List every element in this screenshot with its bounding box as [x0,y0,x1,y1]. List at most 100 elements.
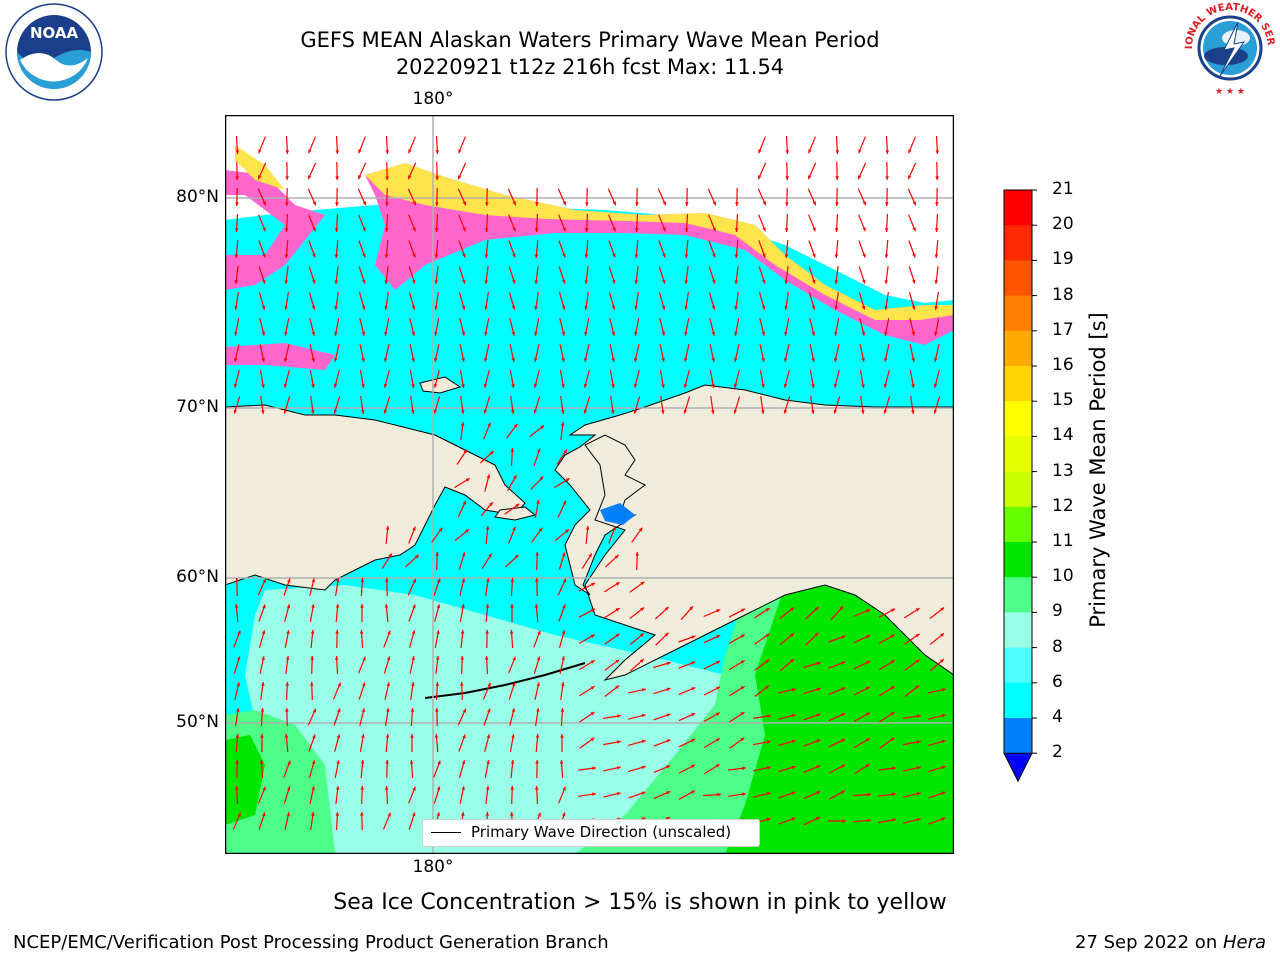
wave-arrow-head [691,764,695,769]
wave-arrow-head [412,526,416,531]
wave-arrow-head [458,149,462,154]
wave-arrow-head [362,682,366,687]
wave-arrow-head [892,818,896,822]
wave-arrow-head [411,682,415,686]
wave-arrow-head [562,604,566,609]
wave-arrow-head [835,202,839,206]
wave-arrow-head [583,409,588,414]
wave-arrow-head [484,306,488,310]
wave-arrow-head [460,422,465,426]
wave-arrow-head [284,332,288,336]
wave-arrow-head [666,661,671,666]
wave-arrow-head [685,202,689,206]
wave-arrow-head [486,474,491,479]
wave-arrow-head [861,384,865,388]
wave-arrow-head [360,578,365,582]
wave-arrow-head [890,660,895,664]
wave-arrow-head [884,228,889,232]
colorbar-segment [1004,577,1032,613]
wave-arrow-head [234,786,239,790]
wave-arrow-head [617,740,621,744]
wave-arrow-head [784,332,788,336]
wave-arrow-head [261,384,265,388]
wave-arrow-head [261,656,265,661]
wave-arrow-head [611,331,616,336]
wave-arrow-head [385,150,390,154]
wave-arrow-head [511,734,515,738]
wave-arrow-head [535,734,540,738]
wave-arrow-head [412,604,416,609]
wave-arrow-head [412,786,416,791]
wave-arrow-head [311,760,316,765]
wave-arrow-head [884,357,888,362]
wave-arrow-head [311,578,316,583]
wave-arrow-head [611,384,615,388]
wave-period-8-9s [245,585,745,854]
wave-arrow-head [284,357,288,362]
wave-arrow-head [717,792,721,797]
wave-arrow-head [436,812,440,817]
wave-arrow-head [561,384,565,388]
wave-arrow-head [584,357,588,362]
wave-arrow-head [433,383,438,388]
colorbar-tick-label: 18 [1052,284,1074,305]
colorbar-tick-label: 17 [1052,319,1074,340]
wave-arrow-head [360,812,364,816]
wave-arrow-head [485,786,490,790]
wave-arrow-head [662,279,666,284]
colorbar-under-arrow [1003,752,1033,783]
wave-arrow-head [333,409,338,414]
wave-arrow-head [633,383,638,388]
wave-arrow-head [535,760,539,764]
wave-arrow-head [884,306,888,310]
wave-arrow-head [711,305,716,310]
wave-arrow-head [783,383,788,388]
colorbar-segment [1004,682,1032,719]
wave-arrow-head [915,659,920,664]
wave-arrow-head [461,604,465,608]
wave-arrow-head [514,554,519,559]
wave-arrow-head [740,686,745,690]
wave-period-map [224,114,955,855]
legend-line-swatch [431,832,461,833]
wave-arrow-head [537,812,541,817]
wave-arrow-head [513,423,518,428]
wave-arrow-head [358,149,362,154]
wave-arrow-head [635,552,639,556]
wave-arrow-head [633,409,638,414]
wave-arrow-head [811,410,815,414]
wave-arrow-head [616,792,621,796]
wave-arrow-head [515,503,520,508]
wave-arrow-head [841,739,846,743]
wave-arrow-head [461,552,466,557]
wave-arrow-head [283,383,288,388]
wave-arrow-head [335,812,340,816]
nws-logo: NATIONAL WEATHER SERVICE ★ ★ ★ [1176,0,1280,100]
colorbar-tick-label: 14 [1052,425,1074,446]
colorbar-tick-label: 11 [1052,531,1074,551]
wave-arrow-head [534,786,539,790]
wave-arrow-head [666,817,671,821]
wave-arrow-head [335,202,339,206]
wave-arrow-head [335,604,340,608]
wave-arrow-head [337,682,341,687]
wave-arrow-head [384,332,388,336]
wave-arrow-head [662,253,666,258]
wave-arrow-head [534,604,539,608]
wave-arrow-head [885,202,889,206]
wave-arrow-head [435,202,439,206]
wave-arrow-head [435,708,439,712]
colorbar-segment [1004,295,1032,332]
wave-arrow-head [412,253,416,258]
wave-arrow-head [862,279,866,284]
wave-arrow-head [233,383,238,388]
wave-arrow-head [236,708,240,712]
wave-arrow-head [308,175,312,180]
wave-arrow-head [612,279,616,284]
wave-arrow-head [462,279,466,284]
wave-arrow-head [812,253,816,258]
wave-arrow-head [408,175,412,180]
wave-arrow-head [612,201,616,206]
wave-arrow-head [534,306,538,310]
wave-arrow-head [783,409,788,414]
